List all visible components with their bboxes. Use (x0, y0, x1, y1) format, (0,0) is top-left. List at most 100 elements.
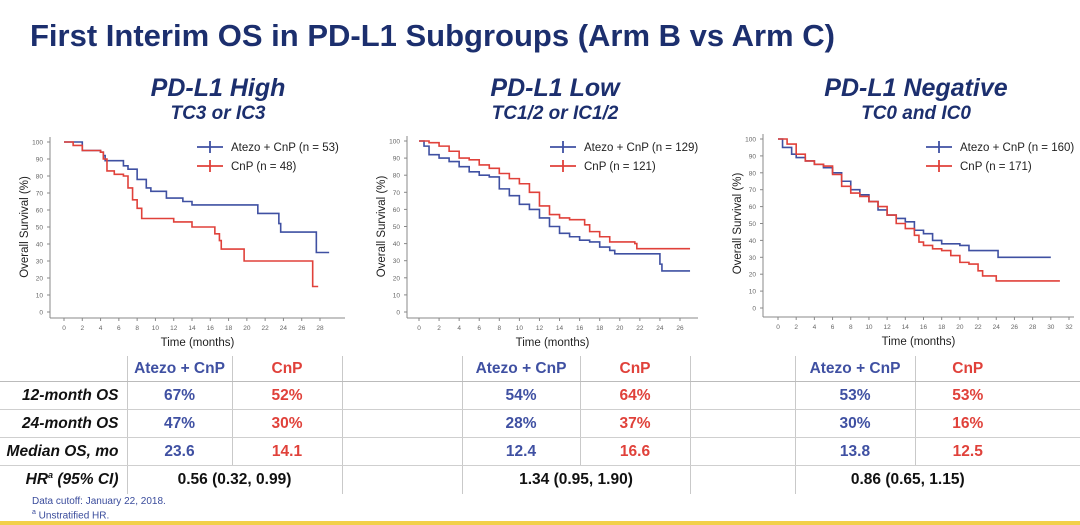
row-label: 24-month OS (0, 409, 127, 438)
x-tick-label: 2 (794, 324, 798, 331)
x-tick-label: 2 (437, 325, 441, 332)
x-tick-label: 14 (556, 325, 564, 332)
x-tick-label: 0 (62, 325, 66, 332)
survival-curve-cnp (64, 141, 319, 288)
cell: 16.6 (579, 437, 690, 466)
x-tick-label: 22 (974, 324, 982, 331)
table-row: 24-month OS 47% 30% 28% 37% 30% 16% (0, 409, 1080, 438)
x-tick-label: 10 (516, 325, 524, 332)
panel-title: PD-L1 Negative (824, 74, 1008, 102)
legend-label: CnP (n = 48) (231, 161, 296, 173)
cell: 23.6 (126, 437, 232, 466)
y-tick-label: 100 (32, 140, 43, 147)
survival-curve-cnp (419, 140, 691, 250)
y-tick-label: 10 (36, 293, 44, 300)
cell: 12.4 (461, 437, 580, 466)
col-header-cnp: CnP (231, 356, 342, 382)
cell: 67% (126, 381, 232, 410)
cell: 30% (794, 409, 915, 438)
x-tick-label: 20 (243, 325, 251, 332)
x-tick-label: 24 (280, 325, 288, 332)
y-tick-label: 80 (393, 173, 401, 180)
y-tick-label: 70 (749, 187, 757, 194)
cell: 53% (914, 381, 1020, 410)
y-tick-label: 30 (36, 259, 44, 266)
x-tick-label: 16 (920, 324, 928, 331)
x-tick-label: 14 (902, 324, 910, 331)
x-tick-label: 8 (849, 324, 853, 331)
y-tick-label: 100 (745, 137, 756, 144)
x-axis-label: Time (months) (161, 337, 235, 349)
col-header-cnp: CnP (579, 356, 690, 382)
x-tick-label: 10 (865, 324, 873, 331)
x-tick-label: 30 (1047, 324, 1055, 331)
y-tick-label: 0 (752, 306, 756, 313)
footnote-hr: a Unstratified HR. (32, 509, 109, 521)
y-tick-label: 60 (393, 207, 401, 214)
y-axis-label: Overall Survival (%) (19, 176, 31, 278)
col-header-atezo: Atezo + CnP (794, 356, 915, 382)
panel-header-negative: PD-L1 Negative TC0 and IC0 (806, 74, 1026, 126)
x-tick-label: 2 (80, 325, 84, 332)
cell: 64% (579, 381, 690, 410)
hr-cell: 1.34 (0.95, 1.90) (461, 465, 690, 494)
x-tick-label: 6 (477, 325, 481, 332)
cell: 12.5 (914, 437, 1020, 466)
y-tick-label: 60 (36, 208, 44, 215)
y-tick-label: 40 (393, 241, 401, 248)
table-row-hr: HRa (95% CI) 0.56 (0.32, 0.99) 1.34 (0.9… (0, 465, 1080, 495)
y-tick-label: 90 (36, 157, 44, 164)
x-tick-label: 32 (1065, 324, 1073, 331)
x-tick-label: 4 (99, 325, 103, 332)
col-header-atezo: Atezo + CnP (126, 356, 232, 382)
x-tick-label: 12 (884, 324, 892, 331)
footnote-cutoff: Data cutoff: January 22, 2018. (32, 496, 166, 507)
legend-label: CnP (n = 171) (960, 161, 1032, 173)
y-axis-label: Overall Survival (%) (376, 176, 388, 278)
y-tick-label: 20 (393, 275, 401, 282)
survival-curve-atezo (419, 140, 691, 272)
panel-title: PD-L1 Low (490, 74, 620, 102)
y-tick-label: 50 (36, 225, 44, 232)
cell: 47% (126, 409, 232, 438)
legend-label: Atezo + CnP (n = 160) (960, 142, 1074, 154)
cell: 16% (914, 409, 1020, 438)
x-tick-label: 6 (117, 325, 121, 332)
col-header-cnp: CnP (914, 356, 1020, 382)
cell: 14.1 (231, 437, 342, 466)
hr-cell: 0.86 (0.65, 1.15) (794, 465, 1020, 494)
x-tick-label: 18 (938, 324, 946, 331)
y-tick-label: 80 (749, 170, 757, 177)
footer-accent-line (0, 521, 1080, 525)
x-tick-label: 18 (225, 325, 233, 332)
hr-label: HR (25, 471, 49, 489)
panel-subtitle: TC1/2 or IC1/2 (491, 103, 619, 124)
legend-label: CnP (n = 121) (584, 161, 656, 173)
y-tick-label: 10 (749, 289, 757, 296)
col-header-atezo: Atezo + CnP (461, 356, 580, 382)
x-tick-label: 8 (497, 325, 501, 332)
y-tick-label: 10 (393, 292, 401, 299)
survival-curve-cnp (778, 138, 1060, 282)
footnote-marker: a (32, 509, 36, 516)
y-axis-label: Overall Survival (%) (732, 173, 744, 275)
x-axis-label: Time (months) (516, 337, 590, 349)
cell: 13.8 (794, 437, 915, 466)
panel-subtitle: TC3 or IC3 (170, 103, 266, 124)
x-tick-label: 10 (152, 325, 160, 332)
y-tick-label: 20 (749, 272, 757, 279)
x-tick-label: 4 (457, 325, 461, 332)
y-tick-label: 30 (393, 258, 401, 265)
y-tick-label: 0 (396, 310, 400, 317)
y-tick-label: 70 (36, 191, 44, 198)
x-tick-label: 28 (1029, 324, 1037, 331)
legend-label: Atezo + CnP (n = 129) (584, 142, 698, 154)
y-tick-label: 50 (393, 224, 401, 231)
row-label: 12-month OS (0, 381, 127, 410)
panel-title: PD-L1 High (150, 74, 286, 102)
x-tick-label: 20 (956, 324, 964, 331)
row-label: HRa (95% CI) (0, 466, 127, 495)
y-tick-label: 40 (749, 238, 757, 245)
